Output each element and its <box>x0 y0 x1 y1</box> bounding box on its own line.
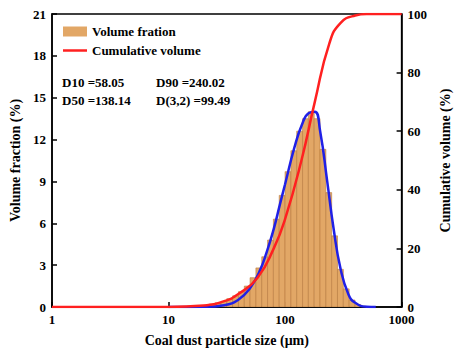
svg-text:10: 10 <box>162 312 175 327</box>
svg-text:Volume fraction (%): Volume fraction (%) <box>8 99 24 222</box>
svg-text:0: 0 <box>40 300 47 315</box>
svg-text:100: 100 <box>275 312 295 327</box>
svg-text:60: 60 <box>408 124 421 139</box>
svg-text:100: 100 <box>408 7 428 22</box>
svg-text:0: 0 <box>407 299 415 315</box>
svg-text:80: 80 <box>408 65 421 80</box>
svg-text:3: 3 <box>40 258 47 273</box>
svg-text:1: 1 <box>49 312 56 327</box>
svg-text:15: 15 <box>33 90 47 105</box>
svg-text:D10 =58.05: D10 =58.05 <box>62 75 125 90</box>
svg-text:6: 6 <box>40 216 47 231</box>
svg-text:1000: 1000 <box>389 312 415 327</box>
svg-text:21: 21 <box>33 7 46 22</box>
svg-text:D(3,2) =99.49: D(3,2) =99.49 <box>156 93 231 108</box>
svg-text:Volume fration: Volume fration <box>92 24 176 39</box>
svg-text:20: 20 <box>408 241 421 256</box>
svg-text:40: 40 <box>408 182 421 197</box>
svg-text:9: 9 <box>40 174 47 189</box>
svg-text:12: 12 <box>33 132 46 147</box>
svg-text:D90 =240.02: D90 =240.02 <box>156 75 225 90</box>
svg-text:Cumulative volume (%): Cumulative volume (%) <box>438 88 454 232</box>
svg-text:D50 =138.14: D50 =138.14 <box>62 93 131 108</box>
svg-text:Cumulative volume: Cumulative volume <box>92 43 201 58</box>
svg-text:Coal dust particle size (μm): Coal dust particle size (μm) <box>145 333 310 349</box>
svg-text:18: 18 <box>33 48 47 63</box>
